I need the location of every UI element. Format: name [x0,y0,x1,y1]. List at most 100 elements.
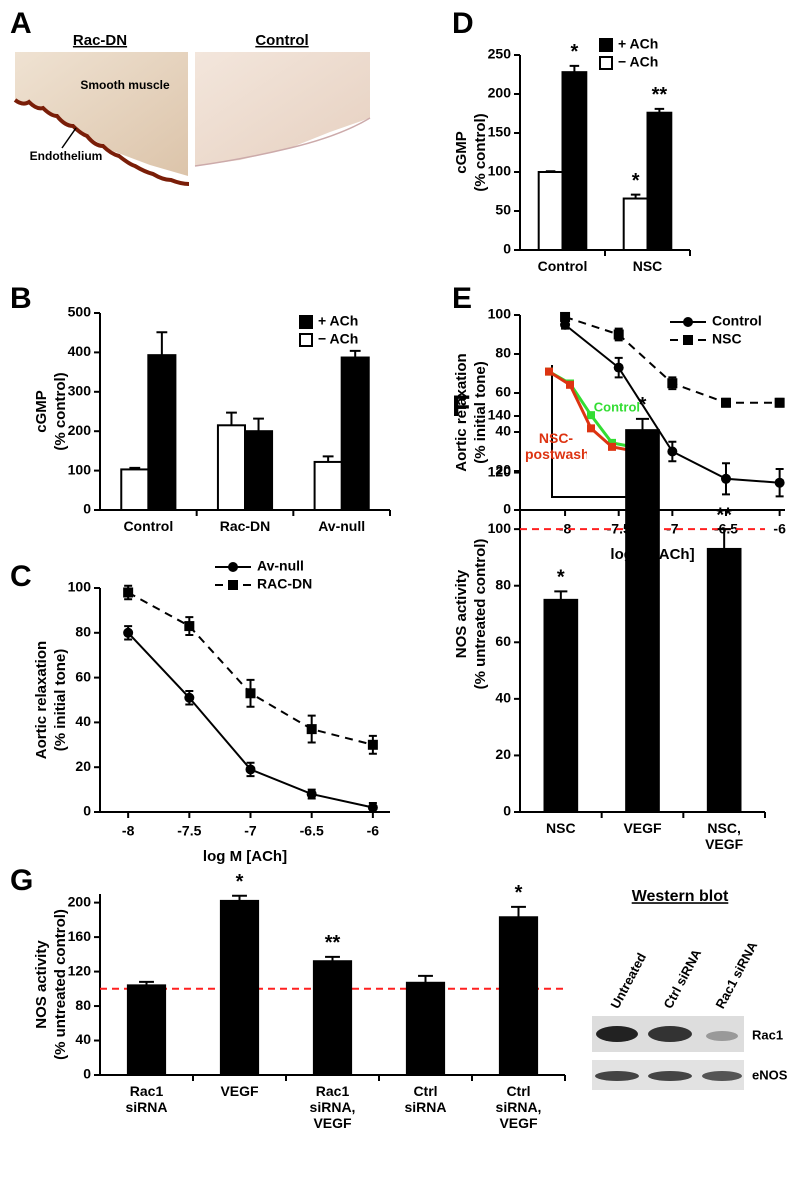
y-tick-label: 200 [68,422,92,438]
y-tick-label: 0 [83,1066,91,1082]
inset-label: NSC-postwash [525,430,587,462]
x-tick-label: Rac1 siRNA [125,1083,168,1115]
legend-label: RAC-DN [257,576,312,592]
error-bar [349,349,361,358]
error-bar [253,417,264,432]
x-tick-label-box: NSC [546,820,576,836]
panel-label: E [452,282,472,315]
marker [720,397,731,408]
marker [613,329,624,340]
y-tick-label: 50 [495,202,511,218]
legend-swatch [599,56,613,70]
lane-label: Untreated [607,950,649,1011]
inset-marker [587,411,595,420]
x-tick-label: NSC [546,820,576,836]
x-tick-label: Av-null [318,518,366,534]
error-bar [156,331,168,356]
inset-marker [608,442,616,451]
x-tick-label: -7.5 [177,823,201,839]
significance-label: * [639,394,647,416]
marker [774,477,785,488]
legend-label: Av-null [257,558,304,574]
y-tick-label: 20 [495,746,511,762]
blot-band [596,1026,638,1042]
x-tick-label-box: Control [123,518,173,534]
x-tick-label-box: NSC [633,258,663,274]
bar [622,197,649,252]
y-axis-label: (% untreated control) [472,539,489,690]
series-line [127,591,374,746]
panel-label: F [452,390,470,423]
y-tick-label: 40 [495,423,511,439]
panel-a: A Rac-DN Control Smooth muscle Endotheli… [10,7,371,186]
inset-marker [545,367,553,376]
bar [126,984,167,1076]
y-tick-label: 80 [75,624,91,640]
y-axis-label: NOS activity [453,569,470,658]
y-axis-label: (% initial tone) [472,361,489,464]
y-tick-label: 0 [83,501,91,517]
y-tick-label: 0 [503,501,511,517]
marker [613,362,624,373]
bar [244,430,274,512]
blot-band [648,1071,692,1081]
x-tick-label: VEGF [220,1083,259,1099]
panel-label: G [10,864,33,897]
y-axis-label: cGMP [453,131,470,174]
y-tick-label: 200 [68,893,92,909]
x-tick-label-box: VEGF [220,1083,259,1099]
image-title: Rac-DN [73,32,127,49]
legend-swatch [299,333,313,347]
y-axis-label: (% control) [52,372,69,450]
marker [245,688,256,699]
endothelium-stain [13,98,190,186]
y-axis-label: Aortic relaxation [453,353,470,471]
legend-label: + ACh [318,313,358,329]
x-tick-label-box: Control [538,258,588,274]
y-tick-label: 20 [495,462,511,478]
lane-label: Rac1 siRNA [712,938,760,1011]
significance-label: ** [716,504,732,526]
y-tick-label: 40 [75,713,91,729]
y-tick-label: 40 [75,1031,91,1047]
y-tick-label: 80 [75,997,91,1013]
blot-band [648,1026,692,1042]
blot-band [706,1031,738,1041]
y-tick-label: 100 [488,520,512,536]
legend-marker [683,317,693,327]
y-tick-label: 100 [488,306,512,322]
y-tick-label: 160 [68,928,92,944]
y-axis-label: Aortic relaxation [33,641,50,759]
error-bar [635,417,650,431]
image-annotation: Endothelium [30,149,103,163]
legend-label: − ACh [318,331,358,347]
x-tick-label: Ctrl siRNA [404,1083,447,1115]
significance-label: * [515,882,523,904]
y-tick-label: 100 [488,163,512,179]
marker [184,621,195,632]
y-tick-label: 60 [495,633,511,649]
tissue-image [15,52,188,176]
x-tick-label-box: Rac1 siRNA [125,1083,168,1115]
blot-title: Western blot [632,888,729,905]
bar [340,356,370,511]
y-axis-label: cGMP [33,390,50,433]
y-tick-label: 120 [68,962,92,978]
marker [667,446,678,457]
x-tick-label: Rac1 siRNA, VEGF [309,1083,356,1131]
legend-marker [228,580,238,590]
band-label: Rac1 [752,1027,783,1042]
x-tick-label-box: Ctrl siRNA [404,1083,447,1115]
panel-label: B [10,282,32,315]
y-tick-label: 0 [503,241,511,257]
pointer [61,127,77,149]
error-bar [226,411,237,426]
y-axis-label: (% initial tone) [52,649,69,752]
western-blot: Western blot Untreated Ctrl siRNA Rac1 s… [592,888,788,1090]
inset-label: Control [594,399,640,414]
legend-label: NSC [712,331,742,347]
x-tick-label: -7 [244,823,257,839]
error-bar [569,64,580,73]
y-tick-label: 0 [83,803,91,819]
